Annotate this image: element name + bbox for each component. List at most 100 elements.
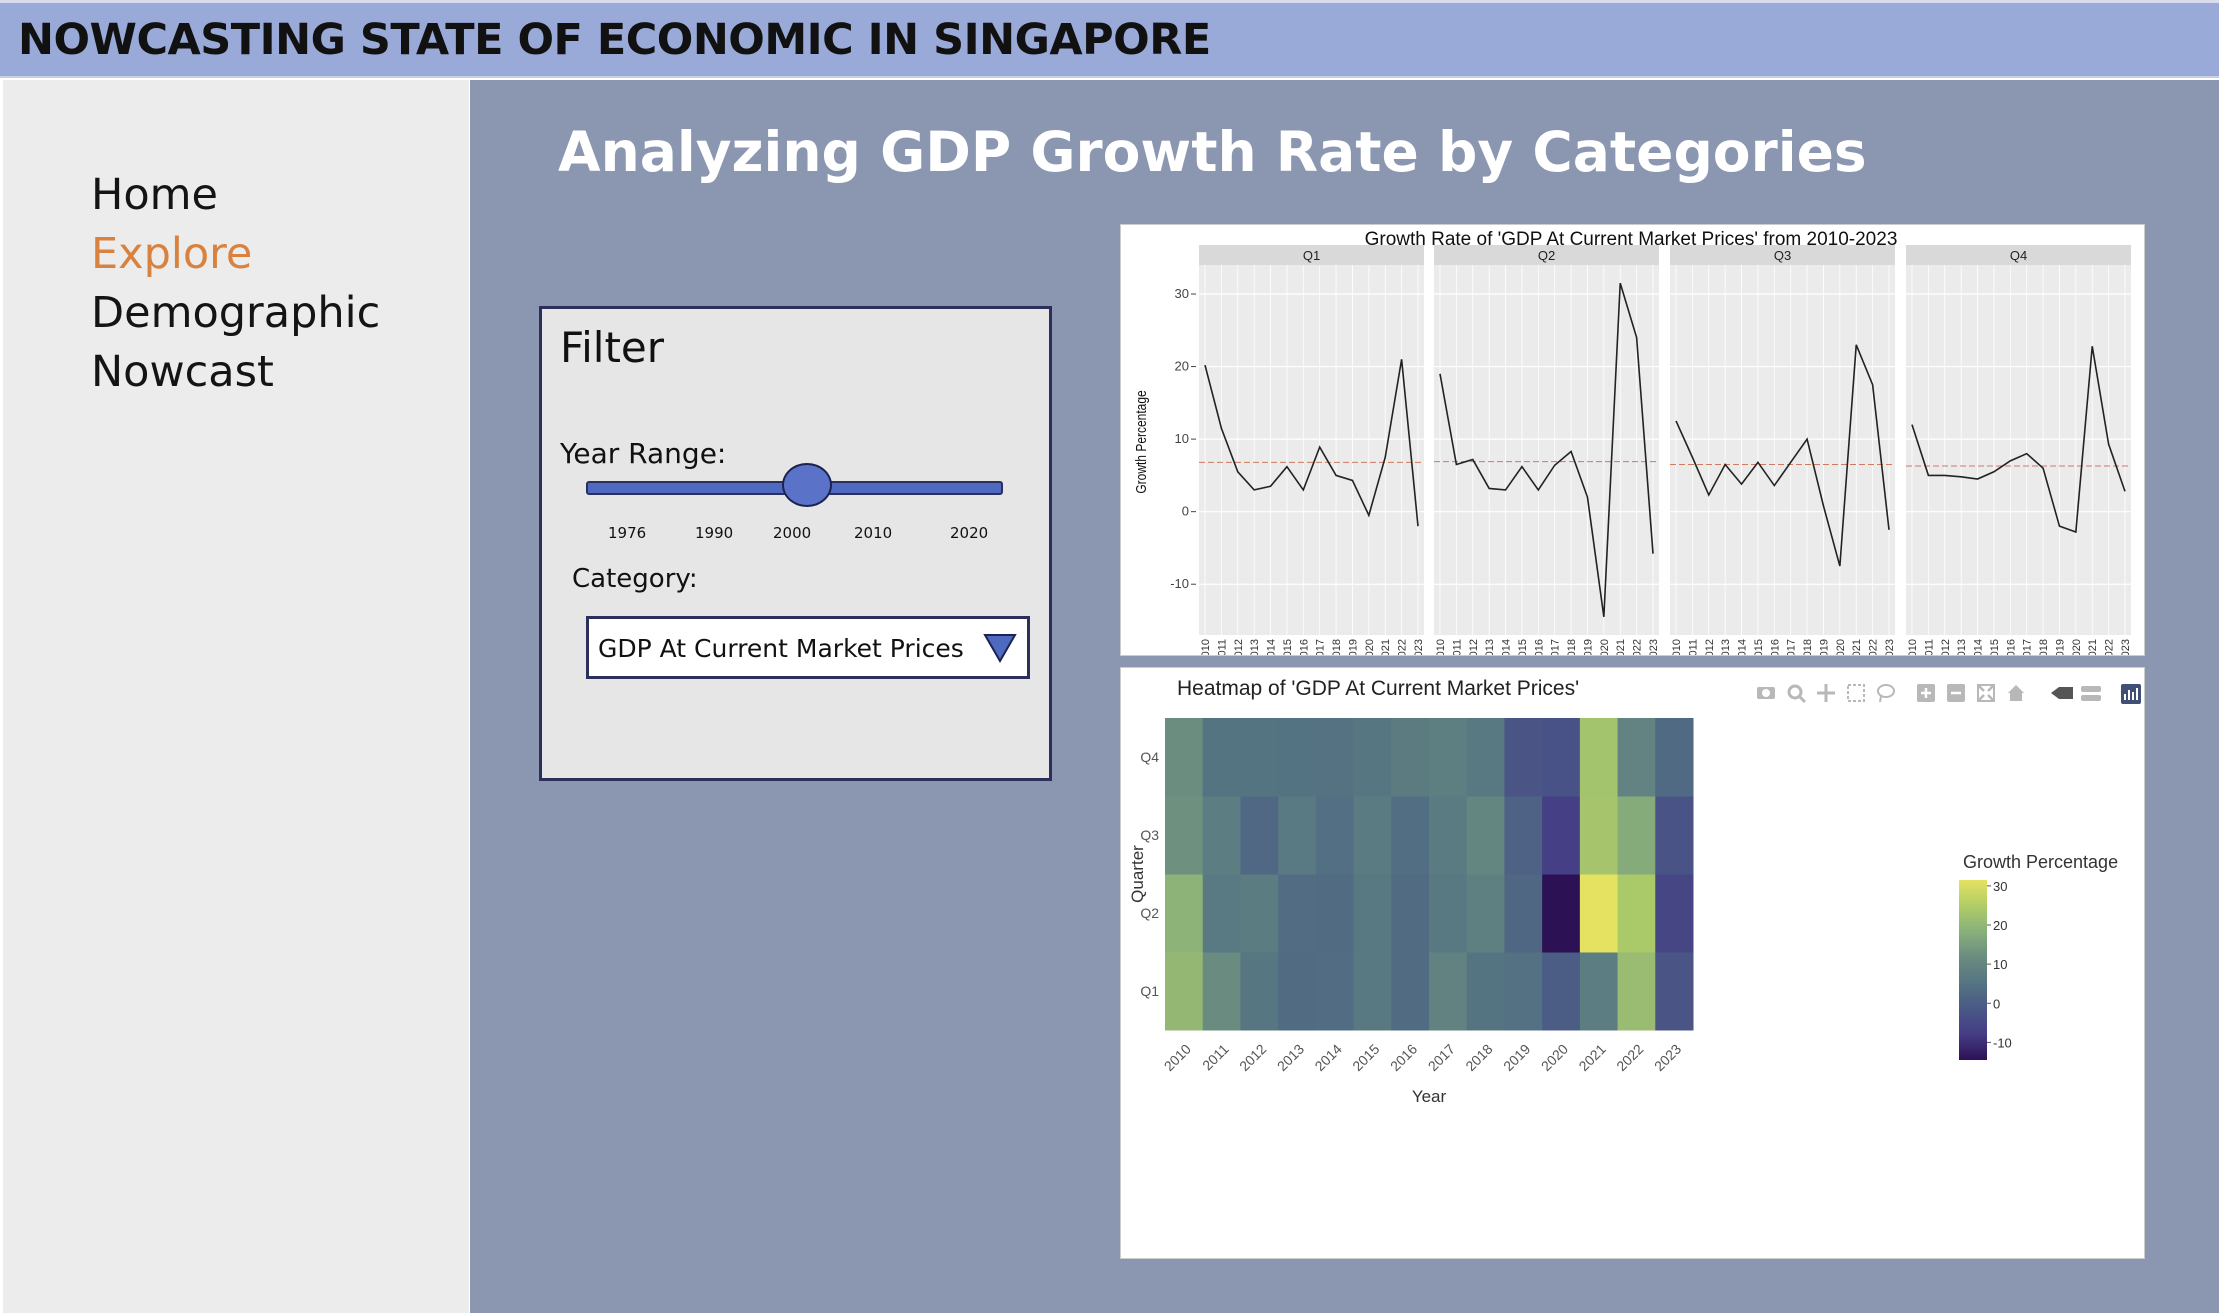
category-selected-value: GDP At Current Market Prices: [598, 634, 964, 663]
facet-panel-bg: [1199, 265, 1424, 635]
heatmap-cell: [1315, 952, 1355, 1031]
box-select-icon[interactable]: [1847, 684, 1865, 702]
x-tick-label: 2022: [1613, 1041, 1646, 1074]
slider-tick-label: 1990: [695, 524, 734, 542]
slider-tick-label: 1976: [608, 524, 647, 542]
heatmap-cell: [1579, 952, 1619, 1031]
heatmap-cell: [1315, 874, 1355, 953]
heatmap-cell: [1278, 718, 1317, 797]
x-tick-label: 2013: [1484, 639, 1496, 655]
nav-item-nowcast[interactable]: Nowcast: [91, 347, 274, 397]
x-tick-label: 2018: [1331, 639, 1343, 655]
y-tick-label: 0: [1182, 504, 1189, 519]
heatmap-cell: [1466, 874, 1505, 953]
heatmap-cell: [1542, 952, 1581, 1031]
pan-icon[interactable]: [1817, 684, 1835, 702]
x-tick-label: 2020: [1835, 639, 1847, 655]
heatmap-cell: [1617, 796, 1656, 875]
x-tick-label: 2021: [1380, 639, 1392, 655]
facet-strip: [1434, 245, 1659, 265]
filter-panel: Filter Year Range: 1976 1990 2000 2010 2…: [539, 306, 1052, 781]
filter-title: Filter: [560, 323, 665, 372]
line-chart-title: Growth Rate of 'GDP At Current Market Pr…: [1365, 229, 1898, 250]
heatmap-cell: [1655, 952, 1694, 1031]
x-tick-label: 2022: [1397, 639, 1409, 655]
x-tick-label: 2023: [1651, 1041, 1684, 1074]
heatmap-cell: [1504, 718, 1543, 797]
series-line-q1: [1204, 359, 1419, 527]
colorbar-tick-label: 0: [1993, 996, 2000, 1011]
x-tick-label: 2023: [2120, 639, 2132, 655]
x-tick-label: 2010: [1671, 639, 1683, 655]
heatmap-cell: [1391, 796, 1430, 875]
x-tick-label: 2013: [1720, 639, 1732, 655]
spike-lines-icon[interactable]: [2051, 687, 2073, 699]
x-tick-label: 2010: [1161, 1041, 1194, 1074]
facet-label: Q4: [2010, 248, 2027, 263]
slider-tick-label: 2000: [773, 524, 812, 542]
zoom-out-icon[interactable]: [1947, 684, 1965, 702]
x-tick-label: 2018: [1802, 639, 1814, 655]
zoom-icon[interactable]: [1787, 684, 1807, 704]
heatmap-cell: [1429, 952, 1468, 1031]
slider-tick-label: 2010: [854, 524, 893, 542]
x-tick-label: 2020: [1364, 639, 1376, 655]
heatmap-cell: [1579, 796, 1619, 875]
facet-label: Q3: [1774, 248, 1791, 263]
x-tick-label: 2021: [1575, 1041, 1608, 1074]
x-tick-label: 2011: [1199, 1041, 1232, 1074]
heatmap-cell: [1466, 952, 1505, 1031]
zoom-in-icon[interactable]: [1917, 684, 1935, 702]
x-tick-label: 2023: [1648, 639, 1660, 655]
heatmap-title: Heatmap of 'GDP At Current Market Prices…: [1177, 677, 1579, 700]
x-tick-label: 2021: [1851, 639, 1863, 655]
heatmap-cell: [1240, 796, 1279, 875]
series-line-q3: [1675, 344, 1890, 567]
facet-panel-bg: [1906, 265, 2131, 635]
reset-axes-icon[interactable]: [2008, 685, 2024, 701]
heatmap-x-label: Year: [1412, 1087, 1447, 1106]
plotly-logo-icon[interactable]: [2121, 684, 2141, 704]
slider-tick-label: 2020: [950, 524, 989, 542]
heatmap-cell: [1655, 796, 1694, 875]
nav-item-home[interactable]: Home: [91, 170, 218, 220]
heatmap-cell: [1429, 796, 1468, 875]
autoscale-icon[interactable]: [1977, 684, 1995, 702]
heatmap-cell: [1353, 952, 1392, 1031]
x-tick-label: 2017: [1425, 1041, 1458, 1074]
heatmap-cell: [1315, 796, 1355, 875]
y-tick-label: Q1: [1140, 983, 1159, 999]
heatmap-cell: [1504, 952, 1543, 1031]
x-tick-label: 2013: [1249, 639, 1261, 655]
colorbar-tick-label: 10: [1993, 957, 2007, 972]
nav-item-explore[interactable]: Explore: [91, 229, 253, 279]
x-tick-label: 2014: [1501, 639, 1513, 655]
heatmap-cell: [1504, 874, 1543, 953]
x-tick-label: 2022: [1632, 639, 1644, 655]
heatmap-panel: Heatmap of 'GDP At Current Market Prices…: [1120, 667, 2145, 1259]
compare-data-icon[interactable]: [2081, 686, 2101, 701]
x-tick-label: 2016: [1387, 1041, 1420, 1074]
sidebar: Home Explore Demographic Nowcast: [3, 80, 469, 1313]
category-select[interactable]: GDP At Current Market Prices: [586, 616, 1030, 679]
camera-icon[interactable]: [1757, 687, 1775, 699]
colorbar-gradient: [1959, 880, 1987, 1060]
y-tick-label: 20: [1175, 359, 1189, 374]
heatmap-cell: [1278, 874, 1317, 953]
nav-item-demographic[interactable]: Demographic: [91, 288, 381, 338]
x-tick-label: 2013: [1956, 639, 1968, 655]
heatmap-cell: [1165, 796, 1204, 875]
lasso-select-icon[interactable]: [1877, 684, 1895, 703]
facet-strip: [1199, 245, 1424, 265]
heatmap-y-label: Quarter: [1128, 845, 1147, 903]
heatmap-cell: [1315, 718, 1355, 797]
heatmap-cell: [1466, 718, 1505, 797]
heatmap-cell: [1466, 796, 1505, 875]
year-range-slider-handle[interactable]: [782, 463, 832, 507]
x-tick-label: 2015: [1517, 639, 1529, 655]
facet-label: Q1: [1303, 248, 1320, 263]
heatmap-cell: [1655, 874, 1694, 953]
x-tick-label: 2015: [1282, 639, 1294, 655]
heatmap-cell: [1240, 874, 1279, 953]
facet-label: Q2: [1538, 248, 1555, 263]
